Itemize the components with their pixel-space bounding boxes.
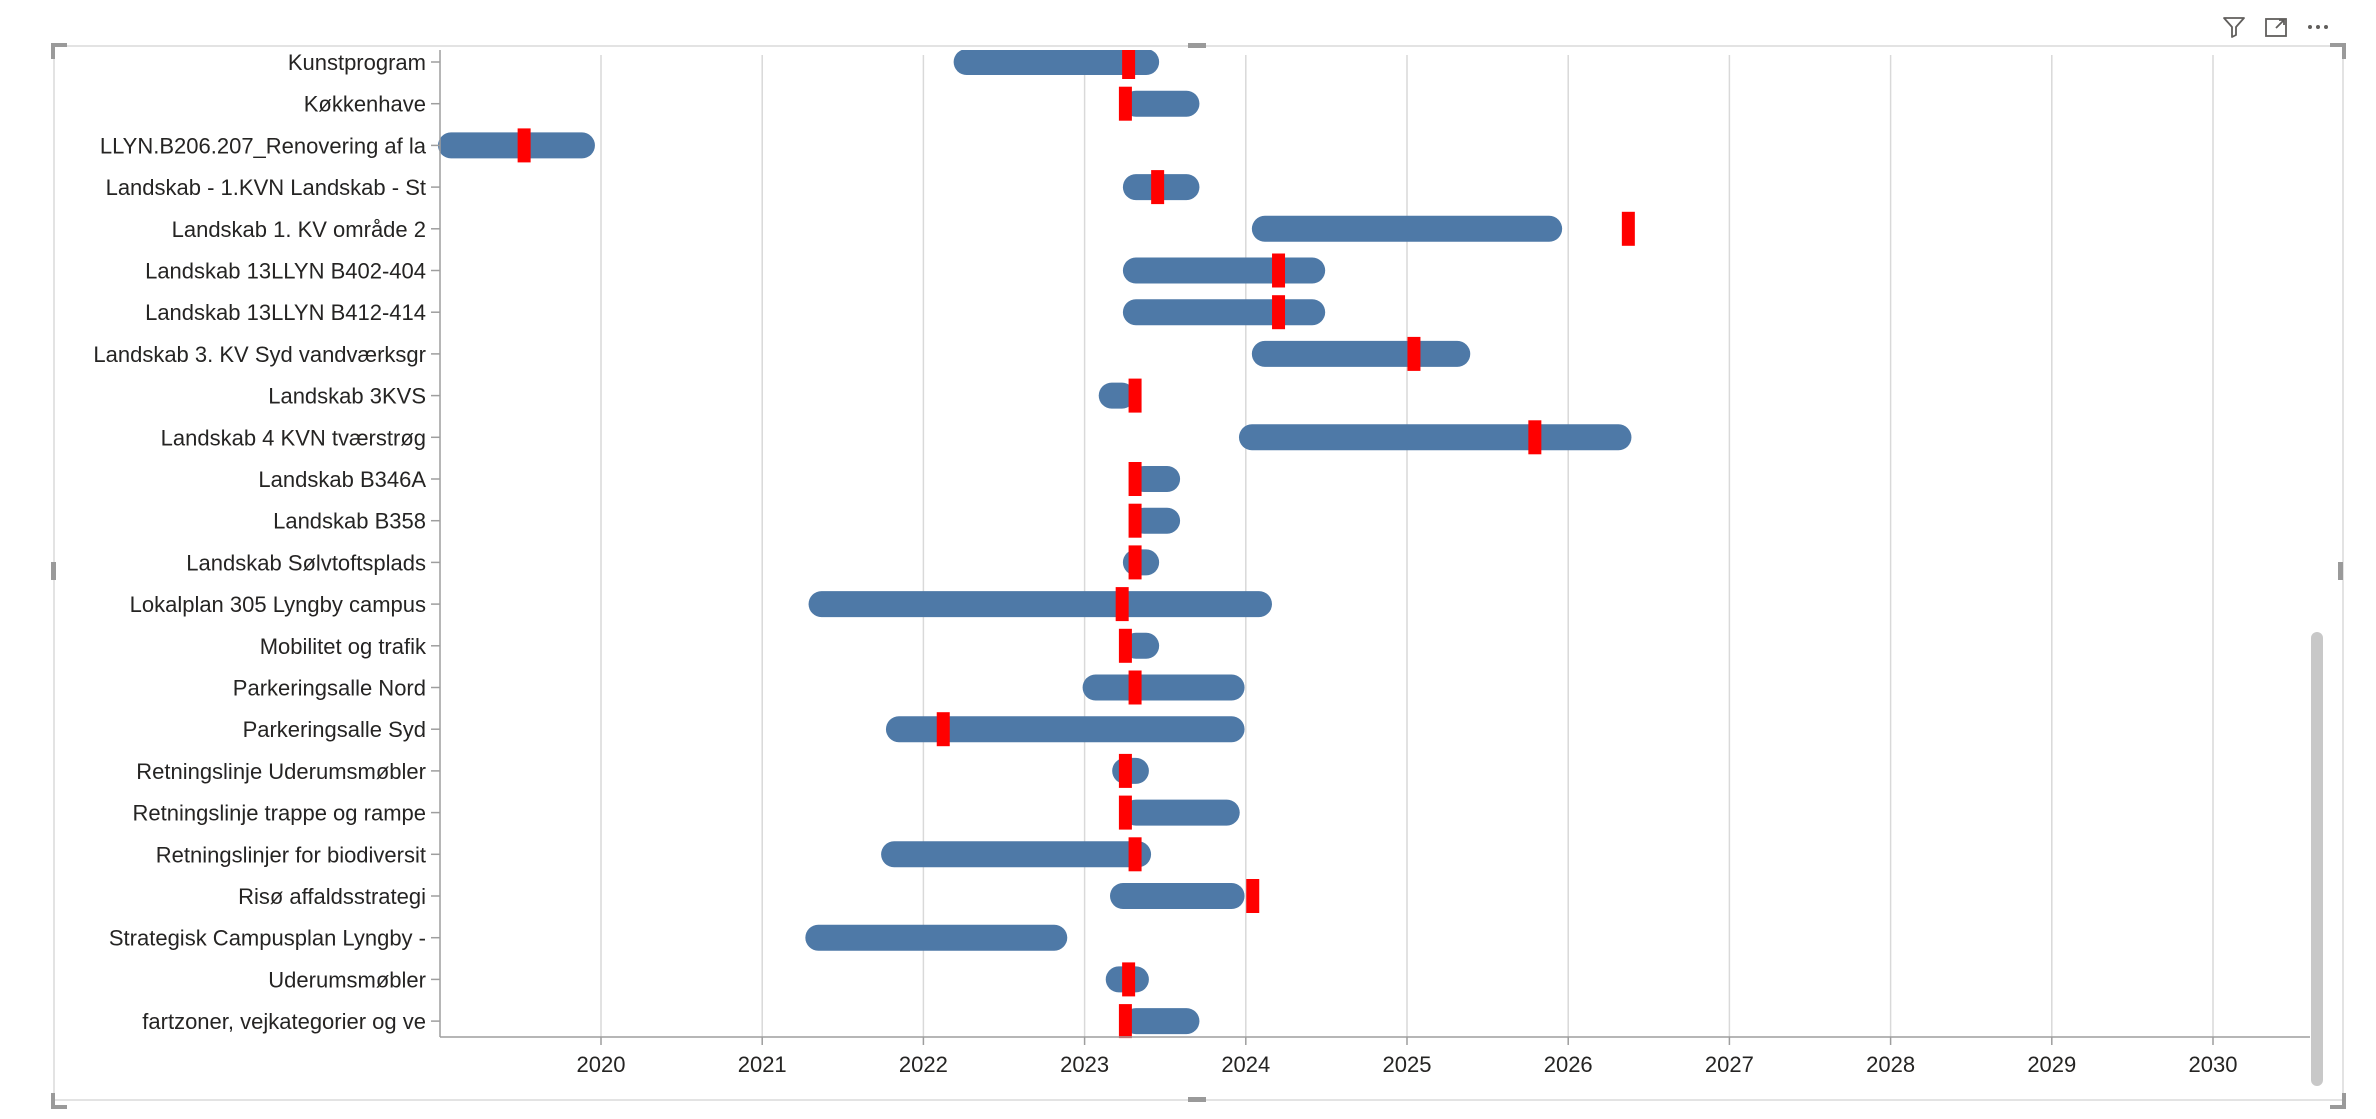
category-labels: Kunstprogram Køkkenhave LLYN.B206.207_Reno…	[93, 50, 427, 1034]
milestone-marker[interactable]	[1118, 628, 1132, 663]
scrollbar-thumb[interactable]	[2311, 632, 2323, 1086]
gridlines	[600, 55, 2214, 1037]
milestone-marker[interactable]	[1122, 962, 1136, 997]
axes: 2020 2021 2022 2023 2024 2025 2026 2027 2028 2029…	[431, 50, 2310, 1077]
milestone-marker[interactable]	[1128, 462, 1142, 496]
x-tick-label: 2026	[1544, 1052, 1593, 1077]
category-label: Parkeringsalle Nord	[233, 676, 426, 701]
category-label: Retningslinjer for biodiversit	[156, 842, 426, 867]
milestone-marker[interactable]	[1128, 670, 1142, 705]
x-tick-label: 2021	[738, 1052, 787, 1077]
filter-button[interactable]	[2218, 12, 2250, 42]
x-tick-label: 2025	[1383, 1052, 1432, 1077]
milestone-marker[interactable]	[1621, 211, 1635, 246]
x-tick-label: 2030	[2189, 1052, 2238, 1077]
category-label: Strategisk Campusplan Lyngby -	[109, 926, 426, 951]
category-label: Kunstprogram	[288, 50, 426, 75]
category-label: Landskab B358	[273, 509, 426, 534]
category-label: Uderumsmøbler	[268, 967, 426, 992]
category-label: Landskab Sølvtoftsplads	[186, 550, 426, 575]
category-label: Landskab 4 KVN tværstrøg	[161, 425, 426, 450]
category-label: Landskab B346A	[258, 467, 426, 492]
category-label: Landskab 1. KV område 2	[172, 217, 426, 242]
milestone-marker[interactable]	[1122, 45, 1136, 79]
milestone-marker[interactable]	[1128, 503, 1142, 538]
category-label: Parkeringsalle Syd	[243, 717, 426, 742]
milestone-marker[interactable]	[936, 712, 950, 747]
category-label: Mobilitet og trafik	[260, 634, 427, 659]
filter-icon	[2223, 17, 2245, 38]
milestone-marker[interactable]	[1272, 295, 1286, 330]
resize-handle-top[interactable]	[1188, 43, 1206, 48]
category-label: Retningslinje Uderumsmøbler	[136, 759, 426, 784]
x-tick-label: 2027	[1705, 1052, 1754, 1077]
resize-corner-top-left[interactable]	[51, 43, 67, 59]
category-label: Landskab 13LLYN B402-404	[145, 259, 426, 284]
category-label: Risø affaldsstrategi	[238, 884, 426, 909]
resize-handle-bottom[interactable]	[1188, 1097, 1206, 1102]
milestone-marker[interactable]	[1118, 753, 1132, 788]
category-label: Landskab 3. KV Syd vandværksgr	[93, 342, 426, 367]
x-tick-label: 2022	[899, 1052, 948, 1077]
resize-handle-left[interactable]	[51, 562, 56, 580]
resize-handle-right[interactable]	[2338, 562, 2343, 580]
milestone-marker[interactable]	[1407, 336, 1421, 371]
milestone-marker[interactable]	[1128, 378, 1142, 413]
milestone-marker[interactable]	[1115, 587, 1129, 622]
x-tick-label: 2023	[1060, 1052, 1109, 1077]
category-label: Landskab 13LLYN B412-414	[145, 300, 426, 325]
bars	[438, 45, 1635, 1039]
category-label: Landskab - 1.KVN Landskab - St	[106, 175, 426, 200]
milestone-marker[interactable]	[1246, 879, 1260, 913]
milestone-marker[interactable]	[1128, 837, 1142, 872]
milestone-marker[interactable]	[1128, 545, 1142, 580]
visual-header-toolbar	[2218, 12, 2334, 42]
focus-mode-button[interactable]	[2260, 12, 2292, 42]
resize-corner-top-right[interactable]	[2330, 43, 2346, 59]
milestone-marker[interactable]	[1151, 170, 1165, 205]
milestone-marker[interactable]	[517, 128, 531, 163]
more-options-icon	[2308, 25, 2328, 29]
x-tick-label: 2020	[577, 1052, 626, 1077]
category-label: Retningslinje trappe og rampe	[132, 801, 426, 826]
category-label: Lokalplan 305 Lyngby campus	[130, 592, 426, 617]
milestone-marker[interactable]	[1118, 795, 1132, 830]
resize-corner-bottom-left[interactable]	[51, 1093, 67, 1109]
category-label: LLYN.B206.207_Renovering af la	[100, 133, 427, 158]
milestone-marker[interactable]	[1272, 253, 1286, 288]
x-tick-label: 2024	[1221, 1052, 1270, 1077]
milestone-marker[interactable]	[1118, 86, 1132, 121]
milestone-marker[interactable]	[1118, 1004, 1132, 1039]
focus-mode-icon	[2265, 18, 2287, 37]
resize-corner-bottom-right[interactable]	[2330, 1093, 2346, 1109]
more-options-button[interactable]	[2302, 12, 2334, 42]
category-label: Køkkenhave	[304, 92, 426, 117]
x-tick-label: 2028	[1866, 1052, 1915, 1077]
milestone-marker[interactable]	[1528, 420, 1542, 455]
x-tick-label: 2029	[2027, 1052, 2076, 1077]
category-label: fartzoner, vejkategorier og ve	[142, 1009, 426, 1034]
category-label: Landskab 3KVS	[268, 384, 426, 409]
